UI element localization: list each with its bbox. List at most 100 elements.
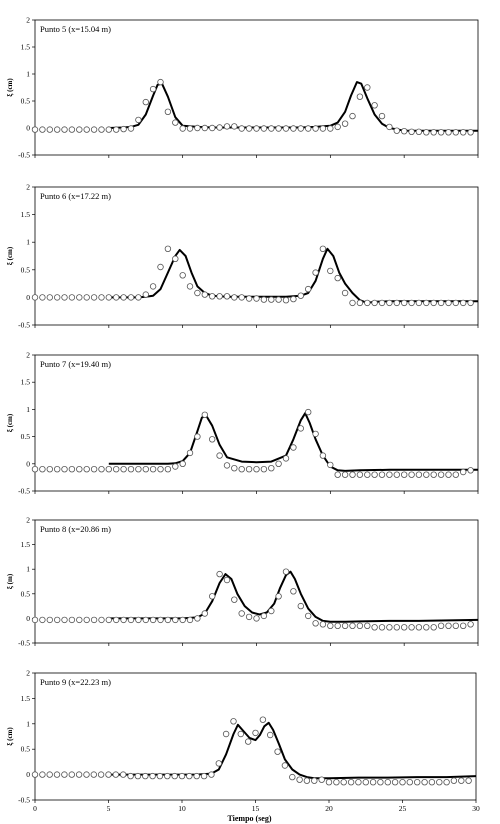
measured-point (290, 125, 297, 132)
measured-point (290, 295, 297, 303)
measured-point (347, 779, 355, 786)
measured-point (290, 444, 297, 451)
measured-point (282, 297, 290, 304)
measured-point (90, 616, 98, 624)
measured-point (386, 624, 393, 631)
measured-point (135, 466, 142, 473)
measured-point (371, 471, 378, 478)
y-tick-label: 0.5 (21, 265, 31, 274)
numerical-line (108, 81, 478, 132)
measured-point (186, 616, 194, 624)
x-tick-label: 30 (472, 804, 480, 813)
y-tick-label: 0 (26, 293, 30, 302)
measured-point (98, 616, 105, 624)
measured-point (208, 593, 216, 600)
measured-point (467, 621, 474, 628)
measured-point (467, 129, 474, 136)
measured-point (371, 624, 378, 631)
measured-point (423, 129, 430, 136)
measured-point (61, 126, 68, 133)
measured-point (112, 466, 120, 473)
y-tick-label: 2 (26, 183, 30, 192)
y-tick-label: 1 (26, 405, 30, 414)
measured-point (222, 730, 230, 738)
measured-point (445, 471, 452, 478)
measured-point (445, 299, 452, 307)
measured-point (76, 466, 83, 473)
y-tick-label: 1 (26, 719, 30, 728)
y-tick-label: 1 (26, 70, 30, 79)
y-tick-label: 1 (26, 238, 30, 247)
chart-panel-8: -0.5 0 0.5 1 1.5 2 ξ (m) Punto 8 (x=20.86 m) (6, 516, 479, 648)
measured-point (452, 129, 459, 136)
measured-point (216, 124, 223, 131)
measured-point (415, 471, 423, 478)
measured-point (68, 771, 75, 778)
measured-point (259, 716, 267, 723)
measured-point (201, 610, 208, 617)
measured-point (149, 466, 157, 473)
measured-point (386, 299, 393, 307)
y-axis-label: ξ (cm) (6, 413, 15, 432)
measured-point (312, 430, 319, 438)
measured-point (311, 777, 318, 784)
chart-panel-6: -0.5 0 0.5 1 1.5 2 ξ (cm) Punto 6 (x=17.22 m) (6, 183, 479, 330)
y-tick-label: -0.5 (18, 796, 30, 805)
measured-point (450, 777, 458, 784)
measured-point (135, 116, 142, 124)
measured-point (194, 124, 201, 132)
measured-point (127, 772, 134, 780)
measured-point (157, 466, 164, 473)
measured-point (362, 779, 369, 786)
measured-point (76, 294, 83, 301)
measured-point (127, 294, 135, 301)
measured-point (83, 126, 90, 133)
measured-point (268, 607, 275, 615)
chart-panel-5: -0.5 0 0.5 1 1.5 2 ξ (cm) Punto 5 (x=15.04 m) (6, 16, 479, 160)
measured-point (135, 294, 142, 301)
x-axis-label: Tiempo (seg) (227, 814, 271, 823)
measured-point (231, 294, 238, 301)
measured-point (423, 471, 430, 478)
measured-point (201, 124, 208, 132)
measured-point (305, 408, 312, 416)
measured-point (386, 123, 393, 131)
measured-point (142, 98, 149, 106)
measured-point (267, 731, 274, 739)
measured-point (437, 622, 445, 629)
measured-point (31, 616, 39, 624)
measured-point (172, 119, 179, 126)
measured-point (303, 777, 311, 784)
measured-point (268, 465, 275, 472)
measured-point (414, 779, 421, 786)
measured-point (399, 779, 406, 786)
measured-point (39, 616, 46, 624)
measured-point (164, 772, 171, 780)
measured-point (201, 411, 208, 418)
measured-point (460, 129, 467, 136)
measured-point (237, 730, 244, 738)
measured-point (68, 466, 76, 473)
measured-point (216, 293, 223, 300)
measured-point (164, 466, 172, 473)
numerical-line (108, 247, 478, 304)
measured-point (172, 255, 179, 262)
measured-point (98, 466, 105, 473)
measured-point (355, 779, 362, 786)
measured-point (253, 295, 260, 302)
numerical-line (108, 721, 477, 780)
measured-point (46, 616, 53, 624)
measured-point (245, 295, 253, 302)
measured-point (423, 624, 430, 631)
measured-point (172, 463, 179, 470)
measured-point (53, 771, 61, 778)
measured-point (61, 466, 68, 473)
measured-point (327, 461, 334, 469)
measured-point (201, 291, 208, 298)
measured-point (31, 466, 39, 473)
measured-point (445, 622, 452, 629)
panel-title: Punto 9 (x=22.23 m) (40, 677, 111, 687)
y-tick-label: -0.5 (18, 639, 30, 648)
measured-point (68, 126, 76, 133)
measured-point (460, 622, 467, 629)
